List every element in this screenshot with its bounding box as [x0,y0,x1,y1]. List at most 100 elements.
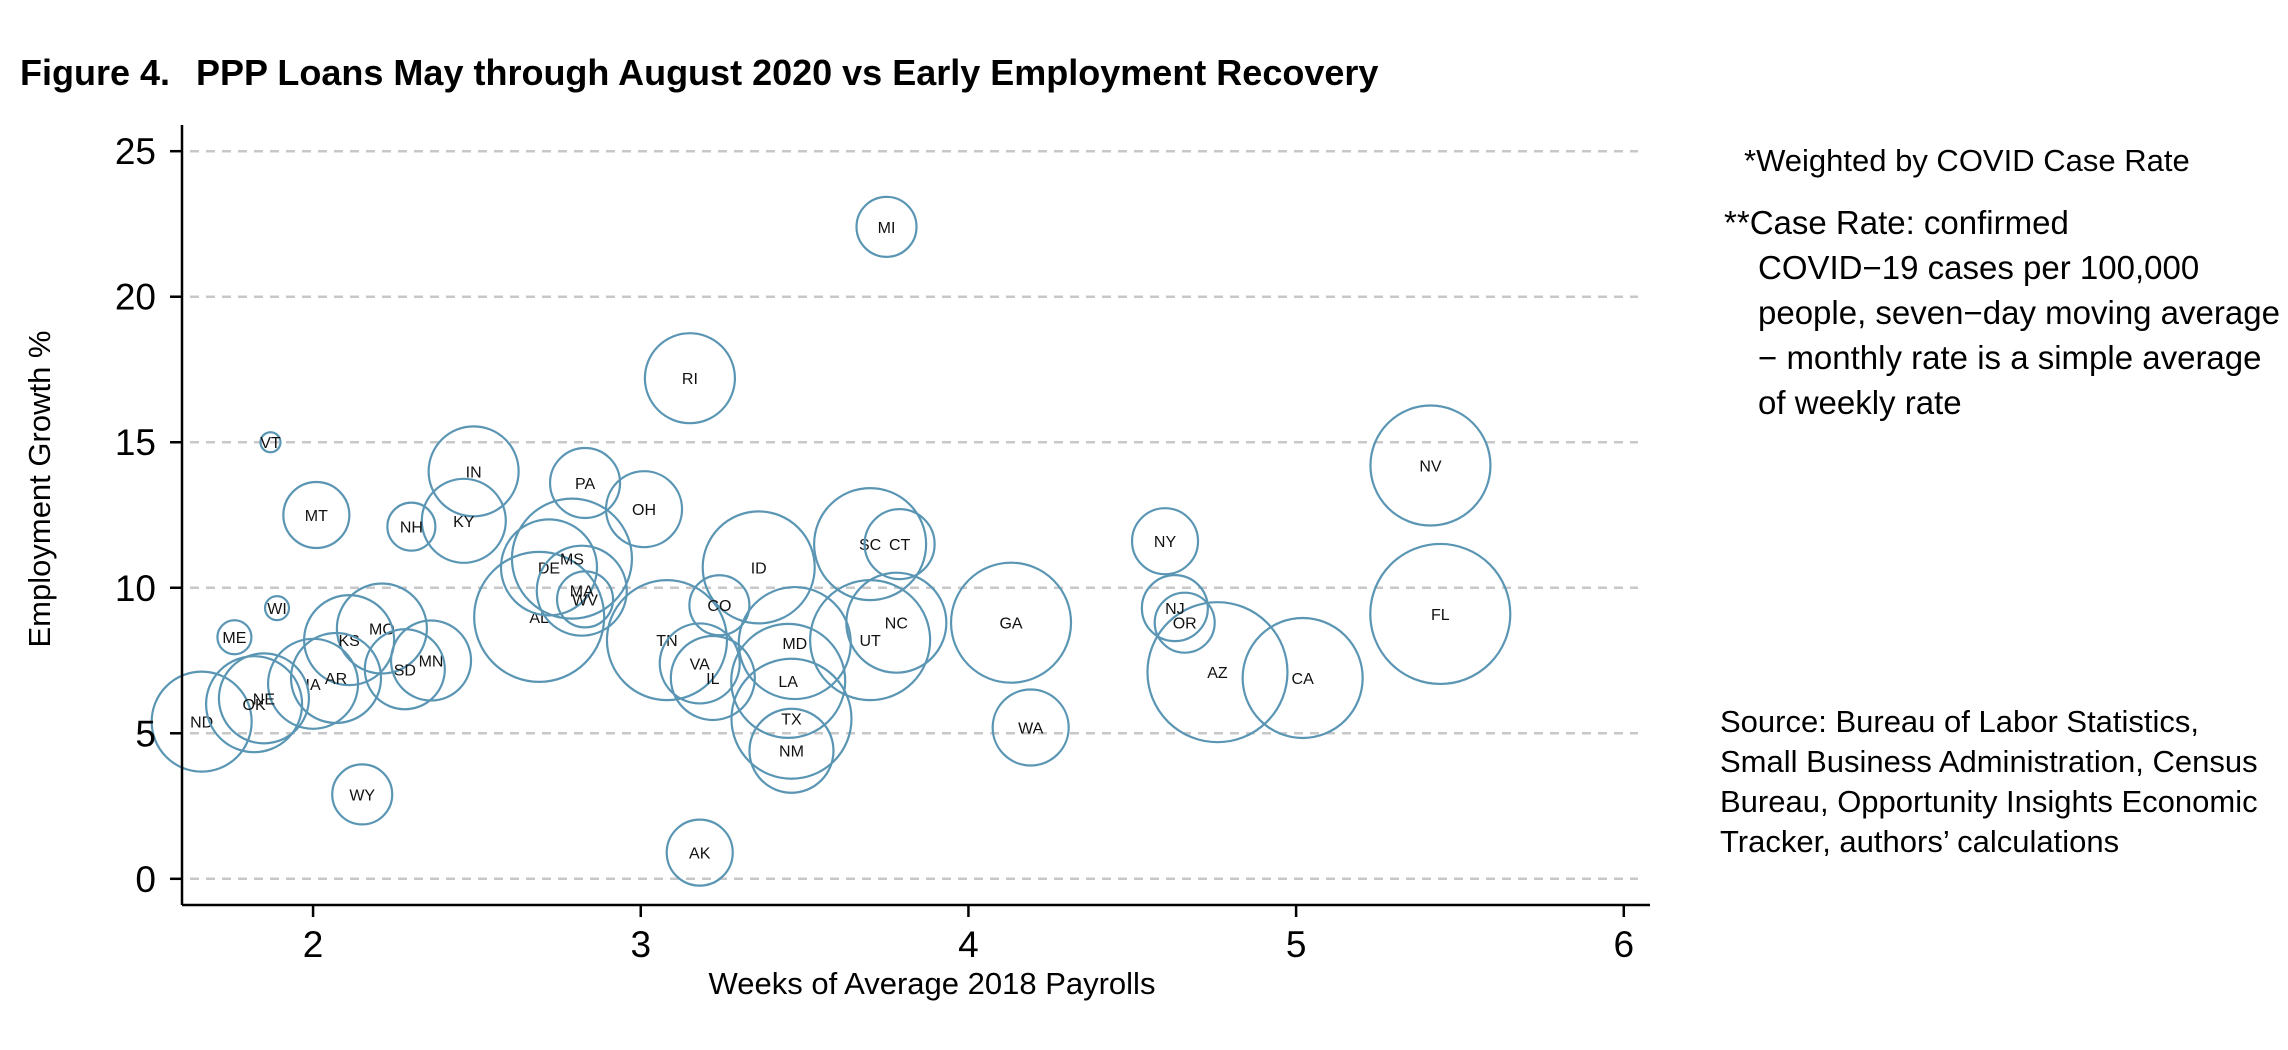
bubble-circle [427,425,520,518]
axes: 0 5 10 15 20 25 2 3 4 5 6 [115,125,1650,965]
bubble-circle [1153,591,1216,654]
bubble-circle [150,670,253,773]
bubble-circle [266,637,360,730]
bubble-circle [748,707,835,794]
bubble-circle [604,470,684,549]
gridlines [190,149,1638,881]
bubble-label: IL [706,671,719,688]
bubble-label: NM [779,744,804,761]
bubble-label: MD [782,636,807,653]
bubble-label: VT [260,435,281,452]
bubble-mn: MN [389,619,473,702]
bubble-circle [991,688,1070,767]
bubble-label: IA [306,677,321,694]
y-tick-label: 20 [115,277,156,318]
bubble-label: IN [466,464,482,481]
case-rate-rest: COVID−19 cases per 100,000 people, seven… [1758,249,2280,421]
case-rate-prefix: ** [1724,204,1750,241]
bubble-ia: IA [266,637,360,730]
bubble-label: AR [325,671,347,688]
bubble-label: SC [859,537,881,554]
bubble-circle [216,619,253,656]
bubble-label: GA [999,616,1022,633]
bubble-la: LA [730,622,847,739]
bubble-oh: OH [604,470,684,549]
y-axis-label: Employment Growth % [22,331,57,648]
bubble-circle [643,332,737,425]
x-tick-label: 2 [303,924,324,965]
bubble-circle [855,195,918,258]
bubble-label: WY [349,787,375,804]
bubble-in: IN [427,425,520,518]
bubble-circle [665,818,734,887]
bubble-ca: CA [1241,616,1364,740]
bubble-nm: NM [748,707,835,794]
bubble-label: LA [778,674,798,691]
bubble-circle [845,571,948,674]
bubble-label: CO [707,598,731,615]
x-tick-label: 5 [1286,924,1307,965]
bubble-mt: MT [282,480,351,550]
bubble-ak: AK [665,818,734,887]
bubble-label: SD [394,662,416,679]
bubble-label: MO [369,622,395,639]
bubble-label: OK [243,697,266,714]
bubble-ms: MS [510,497,634,620]
bubble-circle [331,763,394,826]
bubble-co: CO [688,574,751,637]
bubble-pa: PA [548,446,622,520]
bubble-sd: SD [363,628,446,711]
bubble-tx: TX [730,657,853,780]
bubble-label: MS [560,552,584,569]
figure-title: Figure 4. PPP Loans May through August 20… [20,52,1378,94]
bubble-circle [658,622,741,705]
bubble-label: VA [690,656,710,673]
bubble-label: RI [682,371,698,388]
bubble-label: WV [572,592,598,609]
bubble-ri: RI [643,332,737,425]
weight-note: *Weighted by COVID Case Rate [1744,143,2190,178]
bubble-label: DE [538,560,560,577]
bubble-label: ID [751,560,767,577]
bubble-circle [1369,404,1492,527]
x-tick-label: 4 [958,924,979,965]
bubble-circle [386,501,437,552]
bubble-label: CT [889,537,911,554]
bubble-circle [535,544,628,637]
bubble-label: AZ [1207,665,1228,682]
bubble-circle [420,477,507,564]
bubble-label: FL [1431,607,1450,624]
bubble-circle [1140,574,1209,643]
figure-title-text: PPP Loans May through August 2020 vs Ear… [196,52,1379,93]
bubble-label: NH [400,520,423,537]
bubble-label: NJ [1165,601,1185,618]
bubble-label: MI [878,220,896,237]
bubble-circle [263,595,291,622]
y-tick-label: 0 [135,859,156,900]
bubble-ga: GA [949,561,1073,684]
bubble-label: WI [267,601,287,618]
bubble-circle [555,570,615,629]
bubble-circle [1369,542,1512,686]
bubble-circle [548,446,622,520]
bubble-label: AK [689,846,711,863]
bubble-label: PA [575,476,595,493]
bubble-label: ME [222,630,246,647]
bubble-circle [282,480,351,550]
bubble-label: NC [885,616,908,633]
bubble-label: OR [1173,616,1197,633]
bubble-label: KY [453,514,475,531]
bubble-circle [863,508,936,581]
bubble-nj: NJ [1140,574,1209,643]
bubble-nd: ND [150,670,253,773]
bubble-label: MA [570,584,594,601]
bubble-me: ME [216,619,253,656]
case-rate-note: **Case Rate: confirmed COVID−19 cases pe… [1724,200,2284,425]
bubble-circle [473,550,606,683]
bubble-label: UT [859,633,881,650]
bubble-ma: MA [535,544,628,637]
x-tick-label: 3 [630,924,651,965]
case-rate-first: Case Rate: confirmed [1749,204,2069,241]
